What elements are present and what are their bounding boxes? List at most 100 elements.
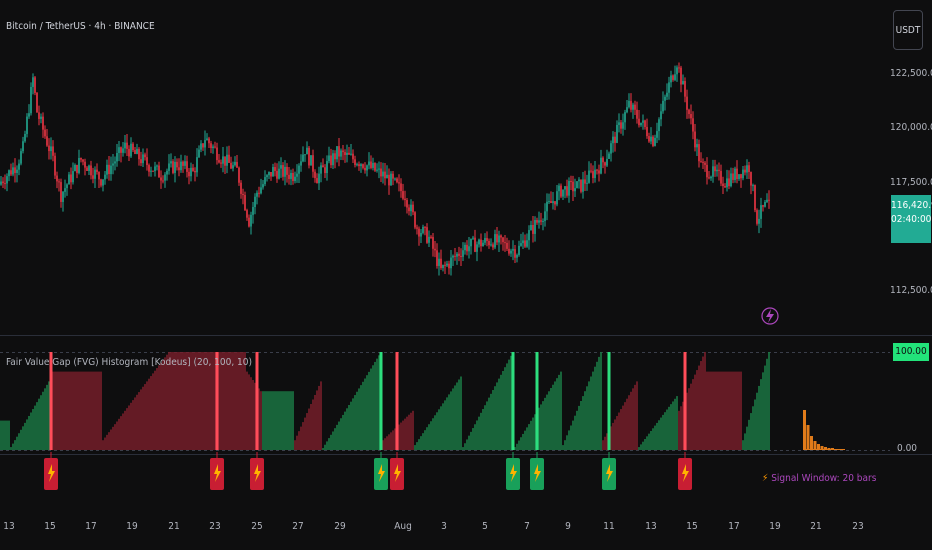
histogram-bar [308,408,310,450]
histogram-bar [200,352,202,450]
candle-body [380,168,382,177]
histogram-bar [728,371,730,450]
candle-body [636,109,638,119]
candle-body [540,220,542,222]
candle-body [294,176,296,182]
candle-body [84,161,86,168]
histogram-bar [562,445,564,450]
histogram-bar [64,371,66,450]
candle-body [256,192,258,197]
histogram-bar [142,386,144,450]
candle-body [66,184,68,189]
candle-body [298,165,300,174]
candle-body [358,164,360,167]
lightning-icon: ⚡ [762,473,769,484]
candle-body [704,162,706,165]
candle-body [26,116,28,134]
histogram-bar [332,431,334,450]
candle-body [58,181,60,183]
histogram-bar [618,412,620,450]
projection-bar [820,446,824,450]
candle-body [676,67,678,75]
histogram-bar [702,356,704,450]
histogram-bar [482,409,484,450]
candle-body [0,181,2,185]
candle-body [702,161,704,163]
histogram-bar [132,400,134,450]
candle-body [726,178,728,188]
histogram-bar [498,378,500,450]
chart-title: Bitcoin / TetherUS · 4h · BINANCE [6,21,155,32]
histogram-bar [474,424,476,450]
histogram-bar [480,412,482,450]
candle-body [462,250,464,257]
candle-body [500,235,502,238]
histogram-bar [764,365,766,450]
histogram-bar [754,399,756,450]
histogram-bar [768,352,770,450]
histogram-bar [584,391,586,450]
candle-body [396,178,398,183]
histogram-bar [668,406,670,450]
candle-body [612,136,614,144]
candle-body [290,173,292,179]
candle-body [92,175,94,179]
candle-body [44,129,46,137]
candle-body [178,167,180,171]
candle-body [202,143,204,148]
candle-body [722,183,724,187]
candle-body [254,196,256,208]
histogram-bar [180,352,182,450]
candle-body [522,240,524,244]
candle-body [234,161,236,166]
candle-body [650,136,652,142]
candle-body [370,161,372,168]
candle-body [244,195,246,211]
candle-body [2,181,4,184]
histogram-bar [46,384,48,450]
x-tick-label: 27 [292,521,304,532]
x-tick-label: 17 [85,521,97,532]
histogram-bar [358,388,360,450]
histogram-bar [420,436,422,450]
candle-body [34,77,36,93]
histogram-bar [188,352,190,450]
candle-body [382,171,384,177]
histogram-bar [184,352,186,450]
histogram-bar [410,412,412,450]
candle-body [418,228,420,237]
candle-body [280,165,282,169]
x-tick-label: 23 [852,521,864,532]
histogram-bar [550,388,552,450]
candle-body [54,155,56,176]
candle-body [176,161,178,168]
histogram-bar [724,371,726,450]
histogram-bar [732,371,734,450]
histogram-bar [224,352,226,450]
y-tick-label: 122,500.00 [890,68,932,79]
candle-body [664,96,666,101]
candle-body [638,118,640,126]
histogram-bar [614,419,616,450]
histogram-bar [352,398,354,450]
candle-body [32,77,34,87]
histogram-bar [102,440,104,450]
histogram-bar [750,413,752,450]
histogram-bar [582,396,584,450]
histogram-bar [596,361,598,450]
candle-body [620,122,622,129]
signal-bar [215,352,219,450]
currency-button[interactable]: USDT [893,10,923,50]
histogram-bar [630,391,632,450]
candle-body [140,159,142,164]
histogram-bar [324,444,326,450]
histogram-bar [54,371,56,450]
histogram-bar [442,403,444,450]
x-tick-label: 11 [603,521,615,532]
candle-body [24,133,26,142]
candle-body [632,104,634,110]
histogram-bar [126,408,128,450]
candle-body [424,226,426,228]
